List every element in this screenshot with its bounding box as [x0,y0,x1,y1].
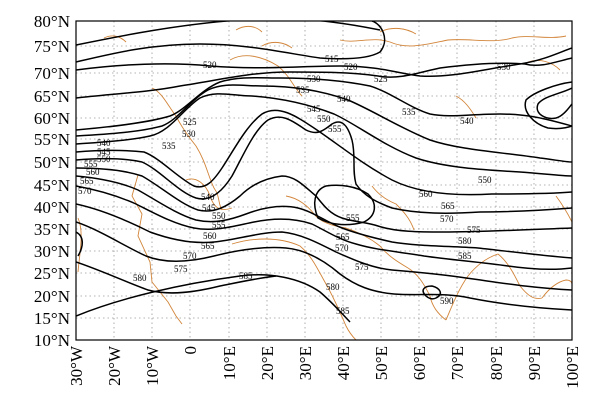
contour-label: 555 [346,213,360,223]
contour-label: 515 [325,54,339,64]
x-tick-label: 20°E [258,346,277,380]
contour-label: 540 [201,192,215,202]
y-tick-label: 35°N [34,220,70,239]
contour-label: 570 [183,251,197,261]
x-tick-label: 30°W [67,345,86,386]
contour-label: 540 [97,138,111,148]
y-axis-ticks: 80°N 75°N 70°N 65°N 60°N 55°N 50°N 45°N … [34,12,70,350]
x-axis-ticks: 30°W 20°W 10°W 0 10°E 20°E 30°E 40°E 50°… [67,345,582,389]
x-tick-label: 60°E [410,346,429,380]
contour-label: 550 [478,175,492,185]
y-tick-label: 65°N [34,87,70,106]
contour-label: 530 [182,129,196,139]
contour-labels: 515 520 520 525 525 530 530 530 535 535 … [78,54,511,316]
x-tick-label: 80°E [487,346,506,380]
contour-label: 525 [374,74,388,84]
y-tick-label: 10°N [34,331,70,350]
contour-label: 580 [326,282,340,292]
y-tick-label: 40°N [34,198,70,217]
x-tick-label: 90°E [525,346,544,380]
y-tick-label: 55°N [34,130,70,149]
y-tick-label: 30°N [34,242,70,261]
contour-label: 550 [317,114,331,124]
contour-label: 580 [458,236,472,246]
contour-label: 585 [239,271,253,281]
coastlines [77,25,572,340]
contour-label: 585 [336,306,350,316]
map-grid [76,21,572,340]
contour-label: 525 [183,117,197,127]
contour-label: 590 [440,296,454,306]
contour-label: 545 [97,147,111,157]
contour-label: 520 [203,60,217,70]
contour-label: 530 [307,74,321,84]
y-tick-label: 70°N [34,64,70,83]
x-tick-label: 70°E [448,346,467,380]
y-tick-label: 25°N [34,264,70,283]
contour-label: 585 [458,251,472,261]
contour-label: 530 [497,62,511,72]
y-tick-label: 45°N [34,176,70,195]
contour-label: 575 [467,225,481,235]
contour-lines [76,21,572,323]
contour-label: 545 [307,104,321,114]
x-tick-label: 100°E [563,346,582,389]
contour-label: 560 [86,167,100,177]
x-tick-label: 10°E [220,346,239,380]
contour-label: 560 [419,189,433,199]
plot-frame [75,20,573,341]
x-tick-label: 0 [181,346,200,355]
contour-label: 535 [162,141,176,151]
contour-label: 575 [355,262,369,272]
contour-label: 570 [335,243,349,253]
contour-label: 545 [202,203,216,213]
contour-label: 560 [203,231,217,241]
x-tick-label: 40°E [334,346,353,380]
contour-label: 520 [344,62,358,72]
contour-label: 575 [174,264,188,274]
contour-label: 565 [201,241,215,251]
contour-label: 570 [440,214,454,224]
contour-label: 565 [80,176,94,186]
x-tick-label: 30°E [296,346,315,380]
y-tick-label: 50°N [34,153,70,172]
contour-label: 535 [402,107,416,117]
y-tick-label: 80°N [34,12,70,31]
contour-label: 565 [336,232,350,242]
contour-label: 535 [296,85,310,95]
contour-label: 540 [337,94,351,104]
x-tick-label: 10°W [143,345,162,386]
x-tick-label: 50°E [372,346,391,380]
contour-label: 570 [78,186,92,196]
contour-label: 550 [97,154,111,164]
contour-label: 540 [460,116,474,126]
y-tick-label: 75°N [34,37,70,56]
contour-label: 555 [84,159,98,169]
contour-label: 565 [441,201,455,211]
contour-label: 555 [212,220,226,230]
y-tick-label: 15°N [34,309,70,328]
contour-label: 555 [328,124,342,134]
y-tick-label: 20°N [34,287,70,306]
contour-label: 550 [212,211,226,221]
x-tick-label: 20°W [105,345,124,386]
contour-label: 580 [133,273,147,283]
y-tick-label: 60°N [34,109,70,128]
